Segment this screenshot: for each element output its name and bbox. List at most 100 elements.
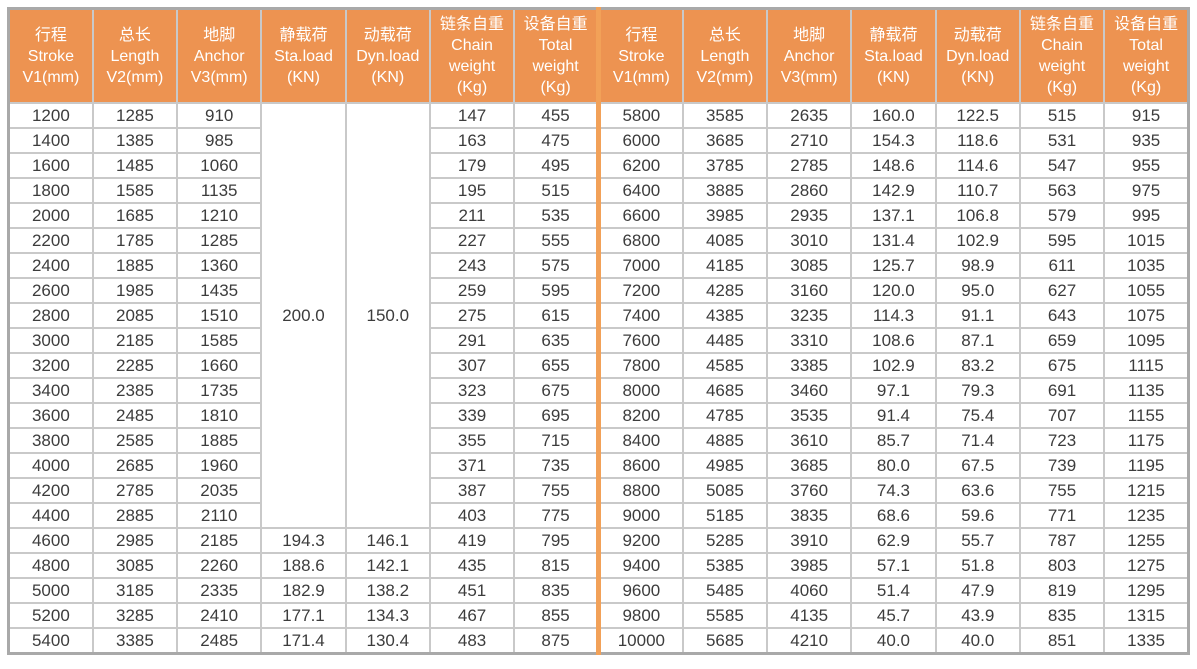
header-line: V3(mm) (780, 68, 838, 86)
header-left-sta-load: 静载荷 Sta.load (KN) (260, 7, 347, 104)
cell-right-chain-weight: 851 (1018, 627, 1106, 655)
cell-left-chain-weight: 371 (428, 452, 516, 479)
header-left-length: 总长 Length V2(mm) (91, 7, 179, 104)
cell-right-stroke: 7800 (597, 352, 684, 379)
cell-left-length: 2285 (91, 352, 179, 379)
cell-right-dyn-load: 95.0 (934, 277, 1021, 304)
cell-left-total-weight: 735 (513, 452, 601, 479)
cell-right-chain-weight: 531 (1018, 127, 1106, 154)
cell-left-length: 2685 (91, 452, 179, 479)
cell-left-chain-weight: 355 (428, 427, 516, 454)
cell-right-dyn-load: 47.9 (934, 577, 1021, 604)
cell-right-anchor: 2710 (766, 127, 853, 154)
header-line: weight (532, 58, 579, 75)
cell-left-length: 2785 (91, 477, 179, 504)
cell-left-anchor: 1210 (176, 202, 263, 229)
cell-left-chain-weight: 483 (428, 627, 516, 655)
cell-right-chain-weight: 771 (1018, 502, 1106, 529)
cell-left-total-weight: 875 (513, 627, 601, 655)
cell-right-stroke: 7000 (597, 252, 684, 279)
cell-right-anchor: 2785 (766, 152, 853, 179)
cell-left-anchor: 985 (176, 127, 263, 154)
cell-right-total-weight: 1315 (1103, 602, 1190, 629)
cell-right-dyn-load: 51.8 (934, 552, 1021, 579)
header-line: Chain (451, 37, 493, 54)
cell-right-sta-load: 125.7 (850, 252, 937, 279)
cell-right-sta-load: 51.4 (850, 577, 937, 604)
cell-right-anchor: 3160 (766, 277, 853, 304)
cell-left-chain-weight: 163 (428, 127, 516, 154)
cell-right-total-weight: 1295 (1103, 577, 1190, 604)
table-row: 3000 2185 1585 291 635 7600 4485 3310 108.6 87.1 6… (7, 327, 1190, 354)
cell-left-chain-weight: 243 (428, 252, 516, 279)
header-line: Sta.load (274, 47, 333, 65)
table-row: 1200 1285 910 200.0 150.0 147 455 5800 3585 2635 1… (7, 102, 1190, 529)
header-line: Total (538, 37, 573, 54)
cell-left-anchor: 1660 (176, 352, 263, 379)
cell-right-sta-load: 108.6 (850, 327, 937, 354)
cell-left-chain-weight: 467 (428, 602, 516, 629)
table-row: 4000 2685 1960 371 735 8600 4985 3685 80.0 67.5 73… (7, 452, 1190, 479)
cell-right-total-weight: 1055 (1103, 277, 1190, 304)
cell-left-total-weight: 815 (513, 552, 601, 579)
header-line: 行程 (34, 26, 67, 44)
cell-left-total-weight: 855 (513, 602, 601, 629)
cell-left-dyn-load-merged: 150.0 (344, 102, 431, 529)
cell-right-chain-weight: 707 (1018, 402, 1106, 429)
cell-right-total-weight: 1095 (1103, 327, 1190, 354)
header-line: V3(mm) (190, 68, 248, 86)
header-line: V1(mm) (22, 68, 80, 86)
cell-left-chain-weight: 403 (428, 502, 516, 529)
cell-right-length: 4885 (681, 427, 769, 454)
cell-left-length: 3385 (91, 627, 179, 655)
cell-left-total-weight: 835 (513, 577, 601, 604)
cell-right-dyn-load: 43.9 (934, 602, 1021, 629)
cell-right-sta-load: 62.9 (850, 527, 937, 554)
cell-left-anchor: 1510 (176, 302, 263, 329)
cell-right-dyn-load: 63.6 (934, 477, 1021, 504)
cell-right-anchor: 3535 (766, 402, 853, 429)
cell-left-anchor: 2110 (176, 502, 263, 529)
cell-right-dyn-load: 110.7 (934, 177, 1021, 204)
cell-left-chain-weight: 275 (428, 302, 516, 329)
cell-left-length: 1885 (91, 252, 179, 279)
cell-right-chain-weight: 755 (1018, 477, 1106, 504)
cell-right-stroke: 6400 (597, 177, 684, 204)
cell-right-length: 4085 (681, 227, 769, 254)
cell-left-length: 2185 (91, 327, 179, 354)
cell-left-total-weight: 655 (513, 352, 601, 379)
cell-left-anchor: 1360 (176, 252, 263, 279)
table-row: 4600 2985 2185 194.3 146.1 419 795 9200 5285 3910… (7, 527, 1190, 554)
cell-right-anchor: 2635 (766, 102, 853, 129)
cell-right-sta-load: 102.9 (850, 352, 937, 379)
cell-right-dyn-load: 71.4 (934, 427, 1021, 454)
cell-left-stroke: 5200 (7, 602, 94, 629)
cell-left-stroke: 2800 (7, 302, 94, 329)
header-line: 地脚 (203, 26, 236, 44)
cell-right-sta-load: 142.9 (850, 177, 937, 204)
cell-left-length: 2885 (91, 502, 179, 529)
cell-right-anchor: 4060 (766, 577, 853, 604)
header-line: 动载荷 (363, 26, 412, 44)
cell-right-total-weight: 915 (1103, 102, 1190, 129)
header-line: 地脚 (793, 26, 826, 44)
cell-right-stroke: 6000 (597, 127, 684, 154)
header-line: 动载荷 (953, 26, 1002, 44)
cell-left-stroke: 4200 (7, 477, 94, 504)
cell-right-total-weight: 1155 (1103, 402, 1190, 429)
cell-right-length: 4785 (681, 402, 769, 429)
header-right-stroke: 行程 Stroke V1(mm) (597, 7, 684, 104)
cell-right-length: 3685 (681, 127, 769, 154)
cell-right-length: 3585 (681, 102, 769, 129)
cell-right-stroke: 6200 (597, 152, 684, 179)
header-right-length: 总长 Length V2(mm) (681, 7, 769, 104)
header-line: weight (1038, 58, 1086, 75)
cell-right-sta-load: 154.3 (850, 127, 937, 154)
cell-right-stroke: 10000 (597, 627, 684, 655)
spec-table-body: 1200 1285 910 200.0 150.0 147 455 5800 3585 2635 1… (7, 102, 1190, 655)
cell-left-length: 2385 (91, 377, 179, 404)
cell-left-anchor: 2260 (176, 552, 263, 579)
cell-right-total-weight: 955 (1103, 152, 1190, 179)
cell-right-dyn-load: 75.4 (934, 402, 1021, 429)
table-row: 3800 2585 1885 355 715 8400 4885 3610 85.7 71.4 72… (7, 427, 1190, 454)
